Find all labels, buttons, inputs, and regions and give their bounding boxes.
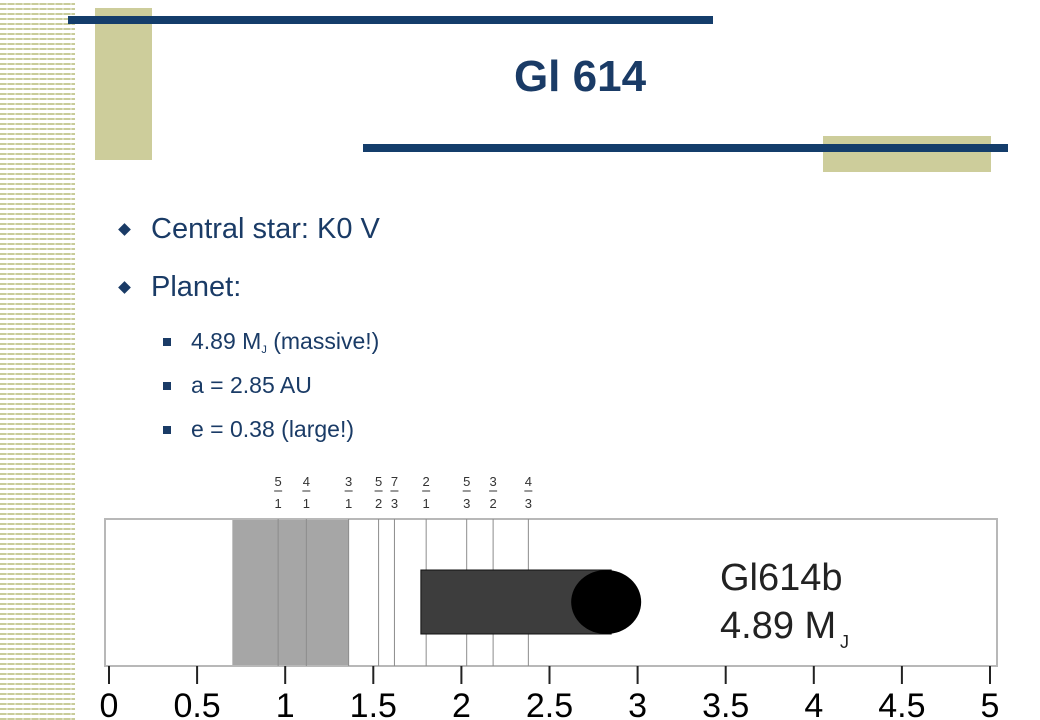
sub-bullet-eccentricity: e = 0.38 (large!)	[163, 409, 380, 453]
axis-tick-label: 3	[628, 687, 647, 720]
slide-title: Gl 614	[513, 52, 647, 101]
resonance-denominator: 3	[391, 496, 398, 511]
axis-tick-label: 1	[276, 687, 295, 720]
resonance-denominator: 2	[375, 496, 382, 511]
resonance-denominator: 2	[489, 496, 496, 511]
accent-block-top	[95, 8, 152, 160]
sub-bullet-semimajor-axis: a = 2.85 AU	[163, 365, 380, 409]
axis-tick-label: 4.5	[878, 687, 925, 720]
mass-note: (massive!)	[266, 328, 380, 354]
semimajor-axis-text: a = 2.85 AU	[191, 372, 312, 398]
mass-value: 4.89 M	[191, 328, 262, 354]
planet-marker	[571, 570, 642, 634]
bullet-text: Central star: K0 V	[151, 213, 380, 245]
resonance-denominator: 1	[275, 496, 282, 511]
accent-block-right	[823, 136, 991, 172]
resonance-numerator: 5	[375, 474, 382, 489]
bullet-list: Central star: K0 V Planet: 4.89 MJ (mass…	[118, 205, 380, 453]
title-rule-top	[68, 16, 713, 24]
resonance-numerator: 5	[275, 474, 282, 489]
axis-tick-label: 4	[804, 687, 823, 720]
square-bullet-icon	[163, 338, 171, 346]
sub-bullet-mass: 4.89 MJ (massive!)	[163, 321, 380, 365]
resonance-denominator: 1	[303, 496, 310, 511]
resonance-denominator: 1	[423, 496, 430, 511]
bullet-central-star: Central star: K0 V	[118, 205, 380, 263]
resonance-denominator: 3	[525, 496, 532, 511]
resonance-numerator: 3	[345, 474, 352, 489]
bullet-text: Planet:	[151, 271, 242, 303]
resonance-numerator: 2	[423, 474, 430, 489]
axis-tick-label: 2	[452, 687, 471, 720]
resonance-numerator: 5	[463, 474, 470, 489]
square-bullet-icon	[163, 382, 171, 390]
shaded-region	[232, 520, 349, 665]
resonance-numerator: 3	[489, 474, 496, 489]
resonance-numerator: 7	[391, 474, 398, 489]
planet-mass-label: 4.89 M	[720, 605, 836, 647]
left-decorative-strip	[0, 0, 75, 720]
axis-tick-label: 3.5	[702, 687, 749, 720]
mass-subscript: J	[261, 344, 267, 356]
planet-name-label: Gl614b	[720, 557, 843, 599]
diamond-bullet-icon	[118, 223, 131, 236]
planet-mass-subscript: J	[840, 632, 849, 652]
resonance-denominator: 1	[345, 496, 352, 511]
bullet-planet: Planet:	[118, 263, 380, 321]
axis-tick-label: 5	[981, 687, 1000, 720]
title-rule-bottom	[363, 144, 1008, 152]
axis-tick-label: 1.5	[350, 687, 397, 720]
resonance-numerator: 4	[303, 474, 310, 489]
square-bullet-icon	[163, 426, 171, 434]
resonance-denominator: 3	[463, 496, 470, 511]
diamond-bullet-icon	[118, 281, 131, 294]
axis-tick-label: 0.5	[173, 687, 220, 720]
resonance-numerator: 4	[525, 474, 532, 489]
axis-tick-label: 0	[100, 687, 119, 720]
axis-tick-label: 2.5	[526, 687, 573, 720]
eccentricity-text: e = 0.38 (large!)	[191, 416, 355, 442]
